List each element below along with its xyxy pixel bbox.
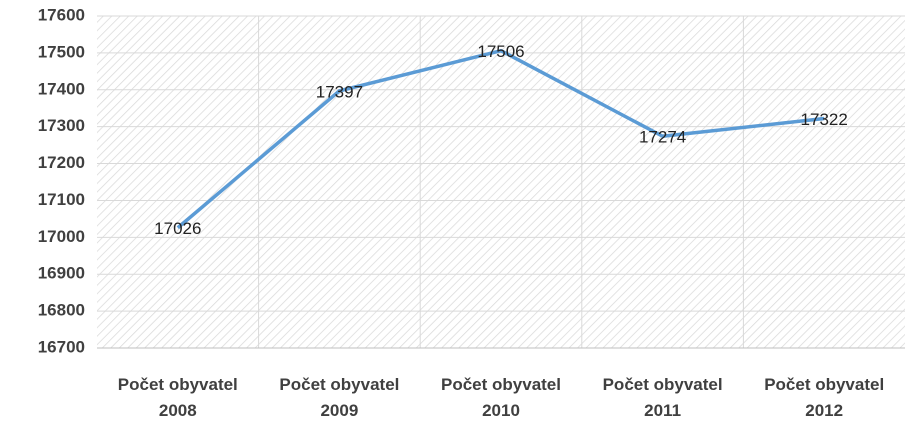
y-tick-label: 17600 bbox=[38, 5, 85, 24]
x-tick-label: Počet obyvatel 2008 bbox=[117, 375, 238, 420]
y-tick-label: 17300 bbox=[38, 116, 85, 135]
y-tick-label: 16800 bbox=[38, 301, 85, 320]
data-label: 17506 bbox=[477, 42, 524, 61]
x-tick-label: Počet obyvatel 2009 bbox=[279, 375, 400, 420]
y-tick-label: 17500 bbox=[38, 42, 85, 61]
data-label: 17274 bbox=[639, 128, 686, 147]
data-label: 17322 bbox=[801, 110, 848, 129]
y-tick-label: 17400 bbox=[38, 79, 85, 98]
data-line bbox=[176, 48, 825, 230]
data-label: 17397 bbox=[316, 82, 363, 101]
data-label: 17026 bbox=[154, 219, 201, 238]
x-tick-label: Počet obyvatel 2011 bbox=[602, 375, 723, 420]
x-tick-label: Počet obyvatel 2010 bbox=[441, 375, 561, 420]
y-tick-label: 16900 bbox=[38, 264, 85, 283]
y-tick-label: 17200 bbox=[38, 153, 85, 172]
y-tick-label: 16700 bbox=[38, 337, 85, 356]
y-tick-label: 17100 bbox=[38, 190, 85, 209]
x-tick-label: Počet obyvatel 2012 bbox=[764, 375, 885, 420]
y-tick-label: 17000 bbox=[38, 227, 85, 246]
plot-background bbox=[97, 16, 905, 348]
